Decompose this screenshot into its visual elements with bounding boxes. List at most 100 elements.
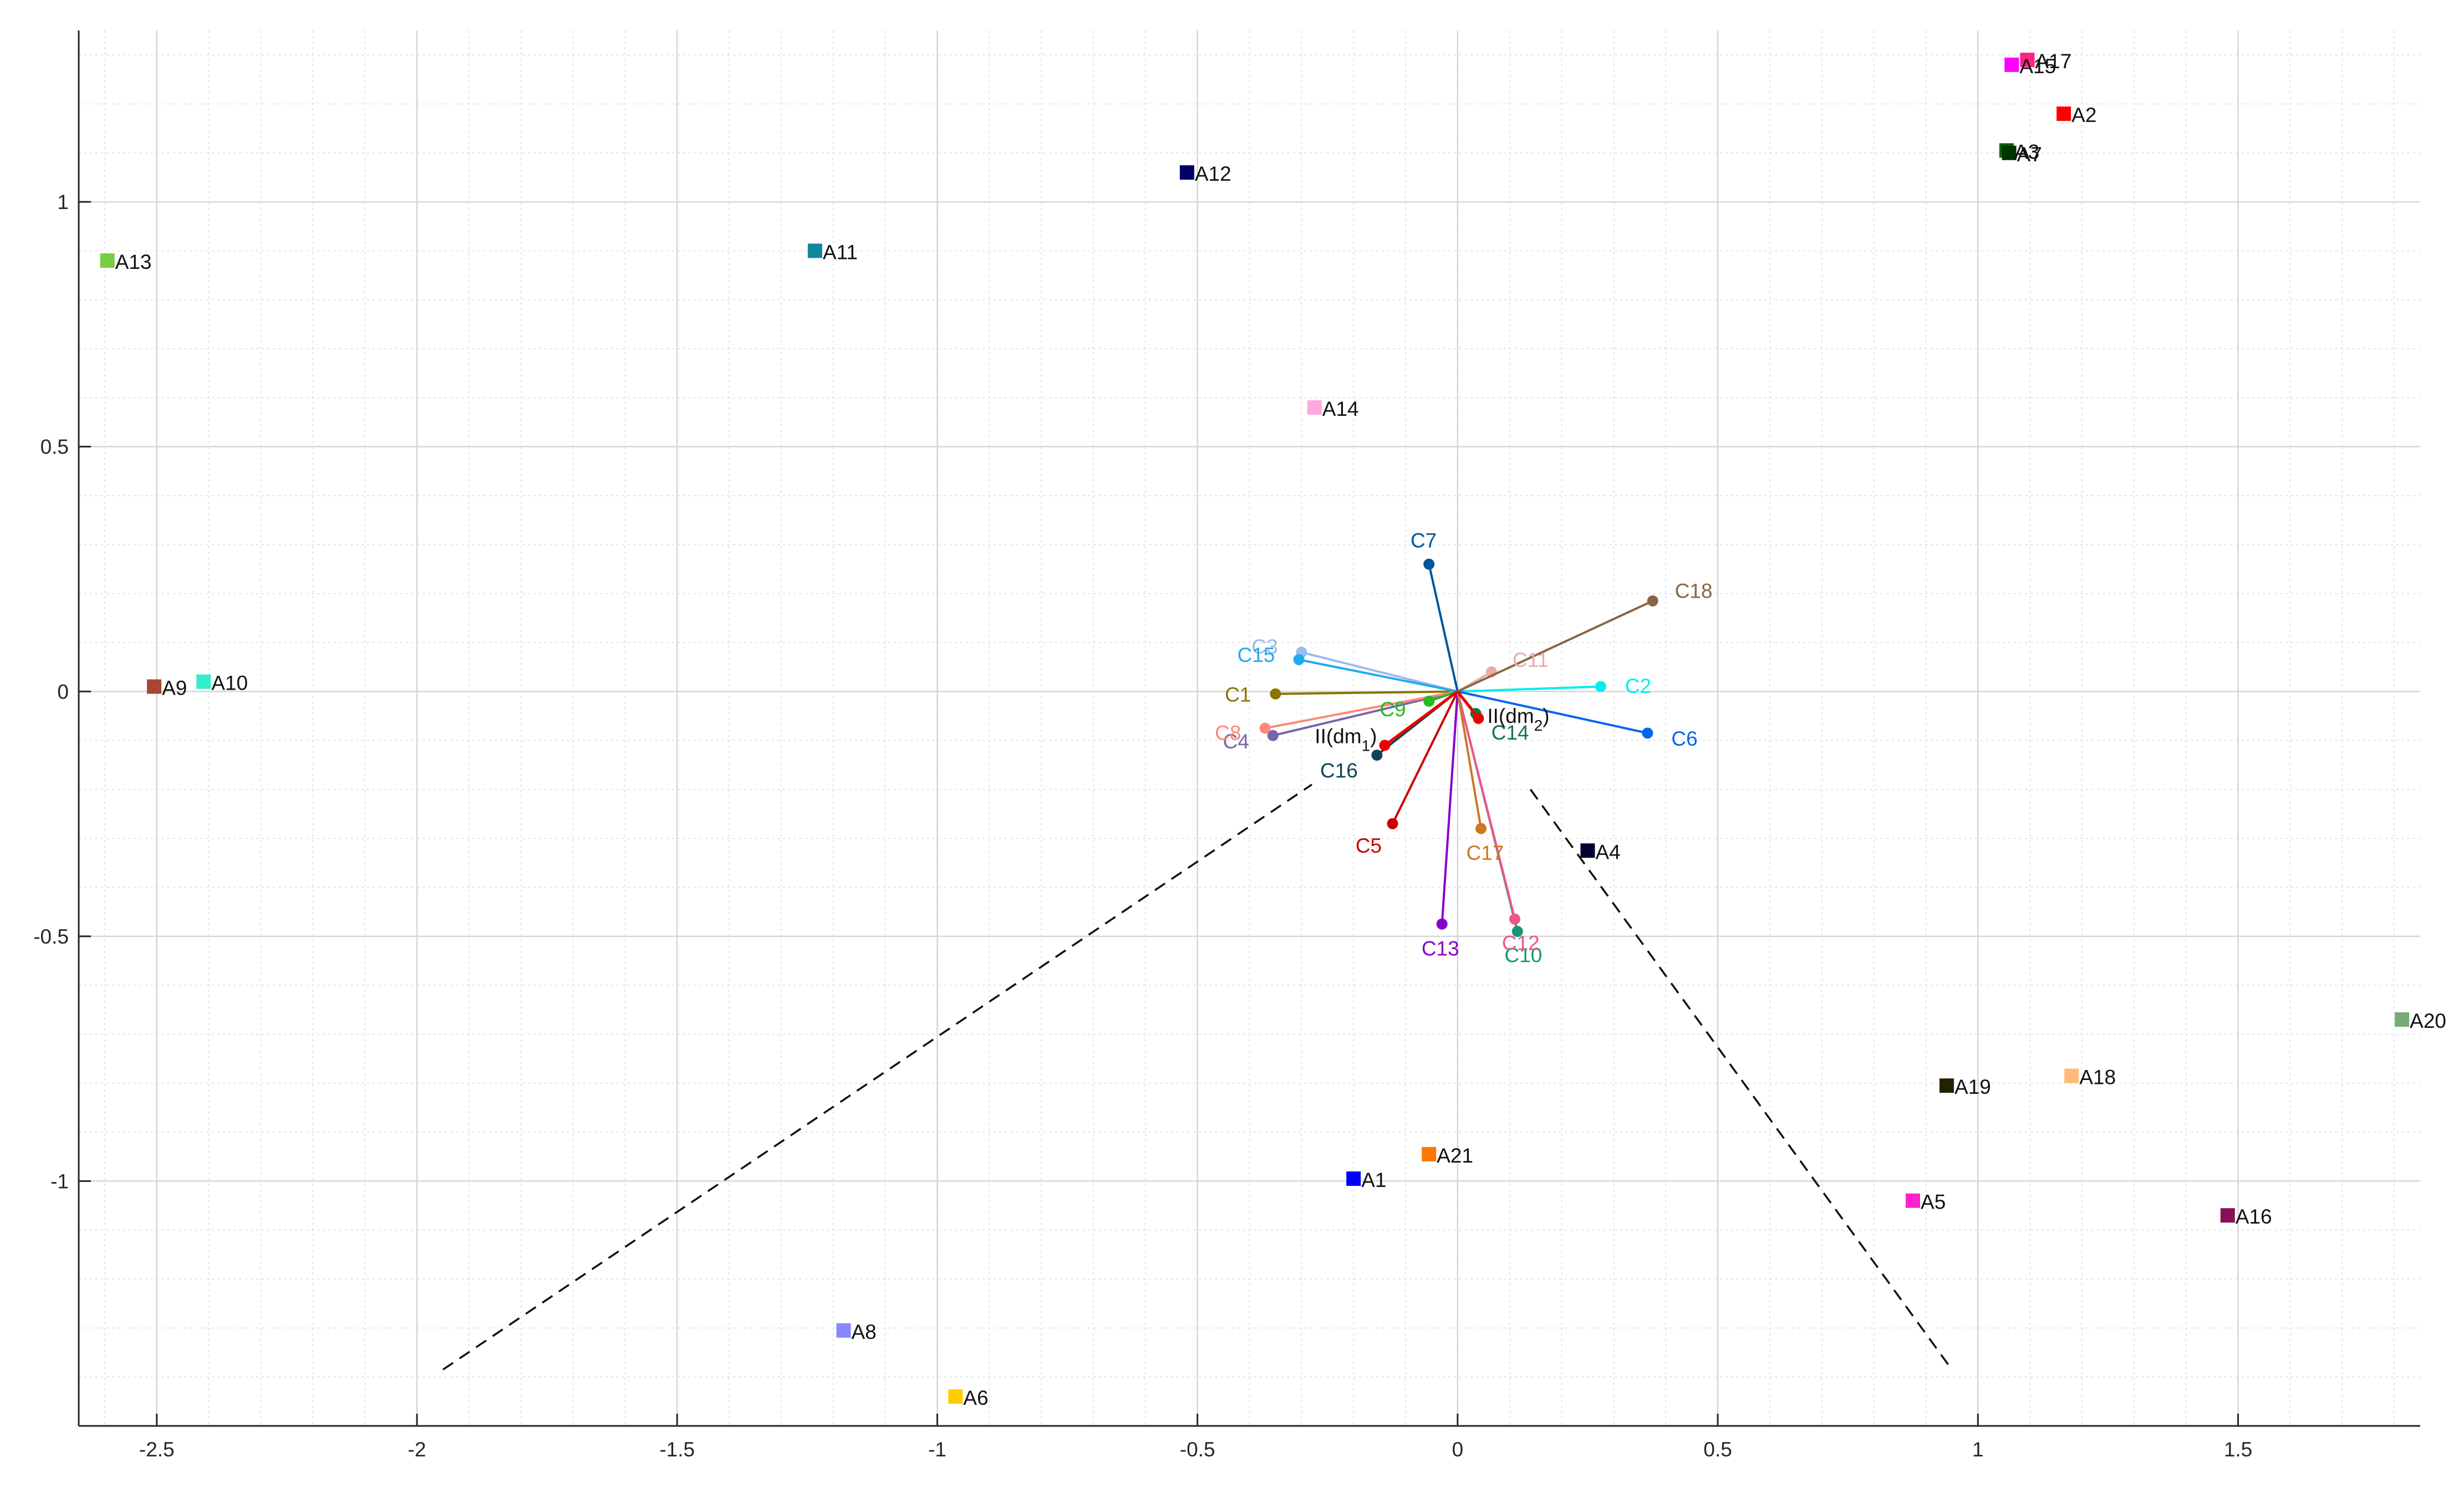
- criterion-point-C13: [1436, 918, 1448, 930]
- alternative-label-A14: A14: [1322, 398, 1359, 420]
- alternative-label-A9: A9: [162, 676, 187, 699]
- criterion-label-C6: C6: [1671, 727, 1697, 750]
- criterion-point-C16: [1371, 750, 1383, 761]
- grid-layer: [79, 30, 2420, 1426]
- criterion-point-C6: [1642, 727, 1653, 739]
- dm-label-text: II(dm: [1315, 725, 1361, 747]
- x-tick-label: -2: [408, 1438, 426, 1461]
- criterion-point-C18: [1647, 595, 1658, 607]
- criterion-label-C12: C12: [1502, 932, 1540, 955]
- alternative-point-A16: [2220, 1208, 2235, 1223]
- alternative-point-A12: [1179, 165, 1194, 180]
- alternative-point-A17: [2020, 52, 2035, 67]
- dashed-line: [1529, 788, 1953, 1370]
- dm-label-subscript: 1: [1362, 737, 1371, 754]
- alternative-label-A2: A2: [2071, 104, 2096, 126]
- alternative-point-A7: [2002, 145, 2017, 160]
- criterion-label-C7: C7: [1411, 529, 1437, 552]
- criterion-label-C15: C15: [1238, 644, 1275, 666]
- labels: C1 C2 C3 C4 C5 C6 C7 C8 C9 C10 C11 C12 C13 C14 C15 C16 C…: [115, 50, 2446, 1409]
- criterion-point-C1: [1270, 688, 1281, 700]
- dm-label-text: II(dm: [1487, 705, 1534, 727]
- alternative-label-A8: A8: [852, 1321, 877, 1343]
- alternative-point-A21: [1422, 1146, 1437, 1161]
- criterion-label-C1: C1: [1225, 683, 1251, 706]
- alternative-point-A18: [2064, 1068, 2079, 1083]
- criteria-vectors: [1259, 558, 1658, 937]
- alternative-point-A10: [196, 674, 211, 689]
- x-tick-label: 0: [1452, 1438, 1464, 1461]
- x-tick-label: -2.5: [139, 1438, 175, 1461]
- alternative-label-A20: A20: [2410, 1010, 2446, 1032]
- alternative-point-A20: [2395, 1012, 2410, 1027]
- alternative-label-A12: A12: [1195, 162, 1231, 185]
- alternative-point-A5: [1906, 1193, 1921, 1208]
- criterion-vector-C7: [1428, 564, 1459, 692]
- criterion-vector-C13: [1440, 691, 1459, 924]
- dashed-line: [442, 783, 1313, 1370]
- criterion-label-C10: C10: [1505, 944, 1542, 967]
- x-tick-label: 0.5: [1703, 1438, 1732, 1461]
- criterion-vector-C17: [1456, 691, 1483, 829]
- alternative-label-A18: A18: [2079, 1066, 2116, 1089]
- alternative-label-A5: A5: [1921, 1191, 1946, 1214]
- alternative-point-A8: [836, 1323, 851, 1338]
- dm-vector-2: [1456, 690, 1480, 720]
- alternative-point-A2: [2056, 106, 2071, 121]
- x-tick-label: 1.5: [2224, 1438, 2252, 1461]
- criterion-point-C9: [1423, 695, 1435, 707]
- alternative-point-A6: [948, 1389, 963, 1404]
- criterion-label-C8: C8: [1215, 722, 1241, 745]
- criterion-point-C8: [1259, 722, 1271, 734]
- criterion-label-C3: C3: [1251, 635, 1277, 658]
- criterion-label-C11: C11: [1513, 649, 1549, 671]
- y-tick-label: -0.5: [33, 925, 69, 948]
- dashed-lines: [442, 783, 1953, 1370]
- alternative-point-A11: [807, 243, 822, 258]
- alternative-label-A6: A6: [963, 1387, 988, 1409]
- criterion-point-C12: [1509, 913, 1521, 925]
- y-tick-label: 1: [57, 191, 69, 213]
- dm-label-2: II(dm2): [1487, 705, 1549, 734]
- criterion-vector-C12: [1456, 691, 1516, 920]
- y-tick-label: 0.5: [40, 436, 69, 458]
- alternative-label-A3: A3: [2014, 140, 2039, 163]
- alternative-label-A21: A21: [1437, 1144, 1473, 1167]
- criterion-vector-C2: [1457, 685, 1601, 693]
- criterion-label-C14: C14: [1491, 721, 1529, 744]
- criterion-label-C5: C5: [1356, 834, 1382, 857]
- criterion-point-C4: [1267, 730, 1279, 741]
- criterion-vector-C6: [1457, 690, 1648, 735]
- alternative-point-A9: [147, 679, 162, 694]
- criterion-vector-C3: [1301, 651, 1458, 693]
- y-tick-label: 0: [57, 680, 69, 703]
- criterion-label-C17: C17: [1467, 842, 1504, 864]
- criterion-vector-C15: [1299, 658, 1458, 693]
- criterion-point-C15: [1293, 654, 1305, 665]
- dm-label-subscript: 2: [1534, 717, 1543, 734]
- alternative-label-A15: A15: [2019, 55, 2056, 78]
- alternative-label-A4: A4: [1595, 840, 1620, 863]
- criterion-vector-C5: [1391, 691, 1459, 824]
- alternative-point-A15: [2004, 57, 2019, 72]
- alternative-label-A10: A10: [211, 672, 248, 695]
- criterion-label-C18: C18: [1675, 579, 1713, 602]
- y-tick-label: -1: [50, 1170, 69, 1193]
- dm-label-1: II(dm1): [1315, 725, 1377, 754]
- x-tick-label: -1: [928, 1438, 946, 1461]
- criterion-vector-C1: [1275, 690, 1458, 695]
- alternative-label-A19: A19: [1954, 1076, 1991, 1098]
- criterion-label-C2: C2: [1625, 675, 1651, 697]
- alternative-label-A16: A16: [2236, 1205, 2272, 1228]
- alternative-point-A13: [100, 253, 115, 268]
- criterion-point-C7: [1423, 558, 1435, 570]
- criterion-point-C2: [1595, 681, 1606, 692]
- x-tick-label: 1: [1972, 1438, 1984, 1461]
- alternative-point-A14: [1307, 400, 1322, 415]
- alternative-label-A13: A13: [115, 251, 152, 273]
- dm-point-1: [1379, 740, 1391, 751]
- x-tick-label: -0.5: [1180, 1438, 1215, 1461]
- alternative-points: [100, 52, 2410, 1404]
